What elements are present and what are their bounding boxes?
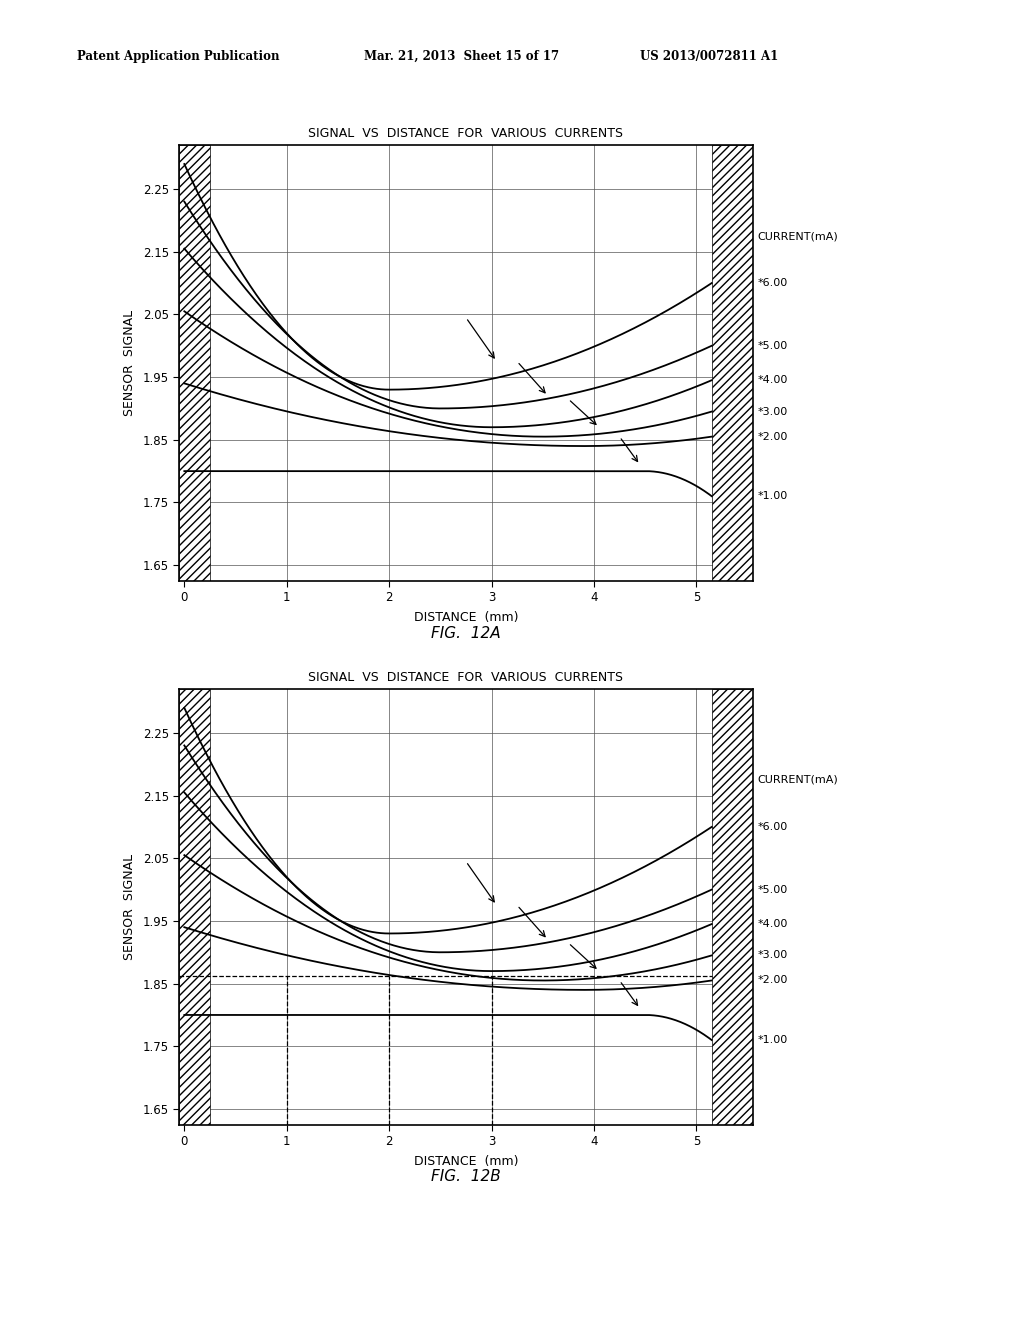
Title: SIGNAL  VS  DISTANCE  FOR  VARIOUS  CURRENTS: SIGNAL VS DISTANCE FOR VARIOUS CURRENTS xyxy=(308,671,624,684)
Text: FIG.  12B: FIG. 12B xyxy=(431,1170,501,1184)
Text: *1.00: *1.00 xyxy=(758,491,788,502)
Text: *5.00: *5.00 xyxy=(758,884,788,895)
Text: CURRENT(mA): CURRENT(mA) xyxy=(758,775,839,785)
Text: FIG.  12A: FIG. 12A xyxy=(431,626,501,640)
Text: *1.00: *1.00 xyxy=(758,1035,788,1045)
Y-axis label: SENSOR  SIGNAL: SENSOR SIGNAL xyxy=(123,310,136,416)
Text: *6.00: *6.00 xyxy=(758,279,788,288)
Text: *3.00: *3.00 xyxy=(758,950,788,961)
Text: *4.00: *4.00 xyxy=(758,919,788,929)
Text: *5.00: *5.00 xyxy=(758,341,788,351)
Text: *4.00: *4.00 xyxy=(758,375,788,385)
Text: US 2013/0072811 A1: US 2013/0072811 A1 xyxy=(640,50,778,63)
Text: *2.00: *2.00 xyxy=(758,975,788,986)
Text: *2.00: *2.00 xyxy=(758,432,788,442)
Text: Mar. 21, 2013  Sheet 15 of 17: Mar. 21, 2013 Sheet 15 of 17 xyxy=(364,50,559,63)
Title: SIGNAL  VS  DISTANCE  FOR  VARIOUS  CURRENTS: SIGNAL VS DISTANCE FOR VARIOUS CURRENTS xyxy=(308,127,624,140)
Text: *3.00: *3.00 xyxy=(758,407,788,417)
Text: Patent Application Publication: Patent Application Publication xyxy=(77,50,280,63)
Y-axis label: SENSOR  SIGNAL: SENSOR SIGNAL xyxy=(123,854,136,960)
X-axis label: DISTANCE  (mm): DISTANCE (mm) xyxy=(414,611,518,624)
Text: CURRENT(mA): CURRENT(mA) xyxy=(758,231,839,242)
Text: *6.00: *6.00 xyxy=(758,822,788,832)
X-axis label: DISTANCE  (mm): DISTANCE (mm) xyxy=(414,1155,518,1168)
